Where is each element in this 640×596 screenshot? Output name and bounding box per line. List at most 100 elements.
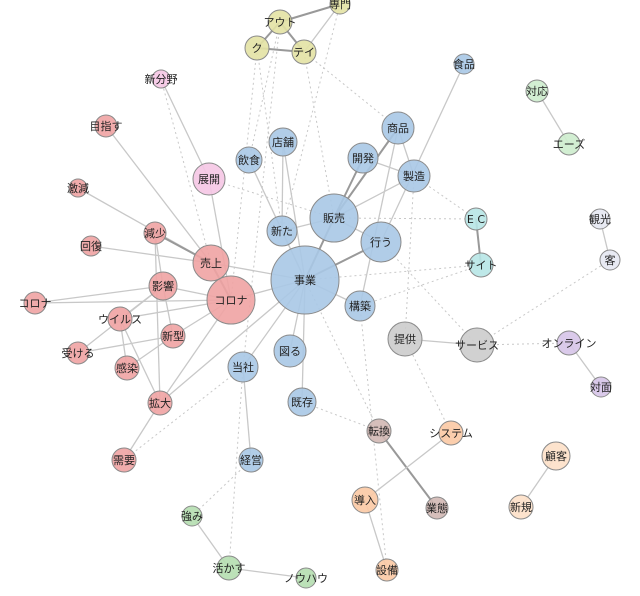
node-label: システム <box>429 427 473 440</box>
dotted-edge <box>476 259 611 346</box>
node <box>425 496 449 520</box>
node-label: 提供 <box>394 332 416 346</box>
node-label: ク <box>252 42 263 55</box>
node-label: 受ける <box>62 347 95 360</box>
node <box>366 418 392 444</box>
node-label: 店舗 <box>272 135 294 149</box>
node <box>227 351 259 383</box>
node-label: 売上 <box>200 257 222 270</box>
edge <box>119 318 161 404</box>
edge <box>228 567 307 579</box>
dotted-edge <box>281 3 341 232</box>
node-label: オンライン <box>542 337 597 350</box>
node-label: 導入 <box>354 493 376 507</box>
node-label: コロナ <box>215 294 248 307</box>
edge <box>154 232 161 404</box>
node <box>347 142 379 174</box>
node <box>107 306 133 332</box>
node-label: 対面 <box>590 380 612 394</box>
node <box>181 505 203 527</box>
node <box>381 111 415 145</box>
node-label: 新規 <box>510 500 532 514</box>
node-label: 設備 <box>376 563 398 577</box>
node <box>270 245 340 315</box>
node-label: アウト <box>264 16 297 29</box>
dotted-edge <box>303 51 335 219</box>
node-label: テイ <box>293 46 315 59</box>
node <box>453 53 475 75</box>
dotted-edge <box>380 241 478 346</box>
node <box>556 330 582 356</box>
dotted-edge <box>228 366 244 569</box>
dotted-edge <box>359 264 482 307</box>
node-label: 図る <box>279 345 301 358</box>
dotted-edge <box>404 175 415 340</box>
node <box>295 567 317 589</box>
node <box>351 486 379 514</box>
node <box>68 178 88 198</box>
node <box>541 441 571 471</box>
node-label: 強み <box>181 510 203 523</box>
node <box>268 127 298 157</box>
node-label: 激減 <box>67 181 89 195</box>
node <box>160 323 186 349</box>
node <box>192 244 230 282</box>
node-label: 経営 <box>240 453 262 467</box>
node <box>508 494 534 520</box>
node-label: 客 <box>605 253 616 267</box>
dotted-edge <box>359 305 388 571</box>
node-label: ノウハウ <box>284 572 328 585</box>
node-label: 観光 <box>589 212 611 226</box>
node <box>235 146 263 174</box>
node-label: E C <box>467 213 485 226</box>
node-label: 減少 <box>144 226 166 240</box>
node <box>599 249 621 271</box>
node <box>375 558 399 582</box>
dotted-edge <box>248 21 281 161</box>
node <box>114 355 140 381</box>
node <box>267 9 293 35</box>
edge <box>380 63 465 243</box>
node-label: 飲食 <box>238 153 260 167</box>
node-label: 商品 <box>387 121 409 135</box>
node-label: 新た <box>271 224 293 238</box>
edge <box>160 78 210 180</box>
node <box>329 0 351 15</box>
node-label: 感染 <box>116 361 138 375</box>
node <box>148 271 178 301</box>
node <box>464 207 488 231</box>
node <box>273 334 307 368</box>
edge <box>378 430 438 509</box>
dotted-edge <box>160 78 212 264</box>
node-label: 当社 <box>232 360 254 374</box>
edge <box>90 245 212 264</box>
node <box>360 221 402 263</box>
edge <box>364 432 452 501</box>
node <box>438 420 464 446</box>
node <box>468 252 494 278</box>
node <box>143 221 167 245</box>
node-label: サービス <box>455 339 499 352</box>
node <box>151 69 171 89</box>
edge <box>242 366 252 461</box>
node <box>238 447 264 473</box>
node <box>80 235 102 257</box>
node-label: 新分野 <box>145 72 178 86</box>
dotted-edge <box>208 178 335 219</box>
node-label: 構築 <box>349 299 371 313</box>
node <box>590 376 612 398</box>
node <box>387 321 423 357</box>
node <box>266 215 298 247</box>
node <box>344 290 376 322</box>
edge <box>34 299 232 304</box>
node-label: 影響 <box>152 279 174 293</box>
node <box>397 159 431 193</box>
node <box>147 390 173 416</box>
node <box>287 387 317 417</box>
node-label: 業態 <box>426 501 448 515</box>
node <box>525 79 549 103</box>
dotted-edge <box>333 217 477 220</box>
node-label: 活かす <box>213 562 246 575</box>
node <box>244 35 270 61</box>
